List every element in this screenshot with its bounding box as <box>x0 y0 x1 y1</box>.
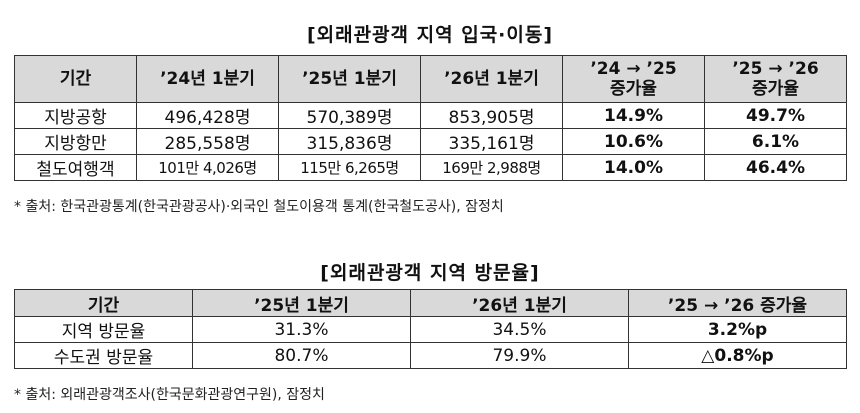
growth-cell: 14.9% <box>562 102 705 129</box>
table2-source-note: * 출처: 외래관광객조사(한국문화관광연구원), 잠정치 <box>14 387 325 403</box>
table-row: 지방항만 285,558명 315,836명 335,161명 10.6% 6.… <box>14 128 847 155</box>
table-cell: 315,836명 <box>278 128 421 155</box>
header-growth-25-26: ’25 → ’26 증가율 <box>628 289 847 317</box>
table-header-row: 기간 ’25년 1분기 ’26년 1분기 ’25 → ’26 증가율 <box>14 289 847 317</box>
table-cell: 496,428명 <box>136 102 279 129</box>
table-cell: 79.9% <box>410 342 629 369</box>
row-label: 지방항만 <box>14 128 137 155</box>
table-header-row: 기간 ’24년 1분기 ’25년 1분기 ’26년 1분기 ’24 → ’25 … <box>14 55 847 103</box>
header-growth-25-26-line2: 증가율 <box>752 79 799 99</box>
growth-cell: 14.0% <box>562 154 705 181</box>
row-label: 지방공항 <box>14 102 137 129</box>
table-row: 지방공항 496,428명 570,389명 853,905명 14.9% 49… <box>14 102 847 129</box>
table-cell: 285,558명 <box>136 128 279 155</box>
header-2025-q1: ’25년 1분기 <box>278 55 421 103</box>
table-cell: 34.5% <box>410 316 629 343</box>
growth-cell: 46.4% <box>704 154 847 181</box>
header-growth-25-26: ’25 → ’26 증가율 <box>704 55 847 103</box>
table-cell: 101만 4,026명 <box>136 154 279 181</box>
table-cell: 853,905명 <box>420 102 563 129</box>
row-label: 철도여행객 <box>14 154 137 181</box>
entry-movement-table: 기간 ’24년 1분기 ’25년 1분기 ’26년 1분기 ’24 → ’25 … <box>14 55 847 181</box>
table-cell: 80.7% <box>192 342 411 369</box>
table-cell: 570,389명 <box>278 102 421 129</box>
header-growth-24-25: ’24 → ’25 증가율 <box>562 55 705 103</box>
table2-title: [외래관광객 지역 방문율] <box>320 262 540 284</box>
row-label: 지역 방문율 <box>14 316 193 343</box>
header-growth-24-25-line2: 증가율 <box>610 79 657 99</box>
table-row: 철도여행객 101만 4,026명 115만 6,265명 169만 2,988… <box>14 154 847 181</box>
table-row: 지역 방문율 31.3% 34.5% 3.2%p <box>14 316 847 343</box>
header-2025-q1: ’25년 1분기 <box>192 289 411 317</box>
table-cell: 335,161명 <box>420 128 563 155</box>
table-cell: 115만 6,265명 <box>278 154 421 181</box>
header-growth-25-26-line1: ’25 → ’26 <box>732 59 819 79</box>
header-2024-q1: ’24년 1분기 <box>136 55 279 103</box>
table1-source-note: * 출처: 한국관광통계(한국관광공사)·외국인 철도이용객 통계(한국철도공사… <box>14 199 504 215</box>
visit-rate-table: 기간 ’25년 1분기 ’26년 1분기 ’25 → ’26 증가율 지역 방문… <box>14 289 847 369</box>
table1-title: [외래관광객 지역 입국·이동] <box>306 24 554 46</box>
growth-cell: △0.8%p <box>628 342 847 369</box>
growth-cell: 6.1% <box>704 128 847 155</box>
table-cell: 169만 2,988명 <box>420 154 563 181</box>
growth-cell: 10.6% <box>562 128 705 155</box>
growth-cell: 3.2%p <box>628 316 847 343</box>
header-2026-q1: ’26년 1분기 <box>410 289 629 317</box>
row-label: 수도권 방문율 <box>14 342 193 369</box>
header-period: 기간 <box>14 55 137 103</box>
growth-cell: 49.7% <box>704 102 847 129</box>
table-row: 수도권 방문율 80.7% 79.9% △0.8%p <box>14 342 847 369</box>
header-period: 기간 <box>14 289 193 317</box>
header-2026-q1: ’26년 1분기 <box>420 55 563 103</box>
table-cell: 31.3% <box>192 316 411 343</box>
header-growth-24-25-line1: ’24 → ’25 <box>590 59 677 79</box>
